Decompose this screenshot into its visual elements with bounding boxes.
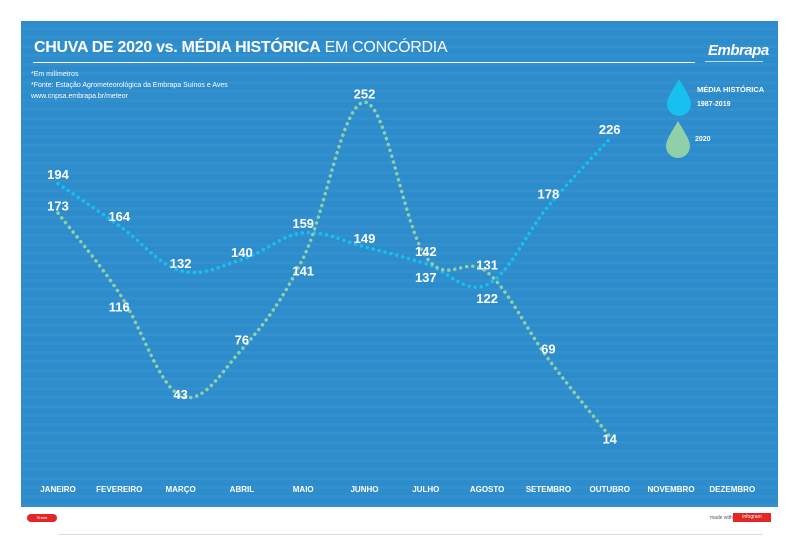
data-label-y2020-9: 14 — [602, 432, 617, 447]
chart-panel: CHUVA DE 2020 vs. MÉDIA HISTÓRICA EM CON… — [21, 21, 778, 507]
data-label-historic-5: 149 — [354, 231, 376, 246]
data-label-historic-9: 226 — [599, 122, 621, 137]
source-url: www.cnpsa.embrapa.br/meteor — [31, 93, 128, 100]
x-tick-label-10: NOVEMBRO — [647, 485, 694, 494]
infogram-badge[interactable]: infogram — [733, 513, 771, 522]
data-label-y2020-2: 43 — [173, 387, 187, 402]
data-label-historic-2: 132 — [170, 256, 192, 271]
x-tick-label-4: MAIO — [293, 485, 314, 494]
data-label-y2020-3: 76 — [235, 333, 249, 348]
unit-note: *Em milímetros — [31, 71, 79, 78]
data-label-y2020-4: 141 — [292, 264, 314, 279]
data-label-historic-4: 159 — [292, 216, 314, 231]
series-line-y2020 — [56, 100, 612, 439]
embrapa-logo: Embrapa — [708, 42, 769, 59]
x-tick-label-2: MARÇO — [165, 485, 195, 494]
data-label-historic-0: 194 — [47, 167, 69, 182]
x-tick-label-11: DEZEMBRO — [709, 485, 755, 494]
x-tick-label-8: SETEMBRO — [526, 485, 571, 494]
x-tick-label-9: OUTUBRO — [589, 485, 629, 494]
x-tick-label-1: FEVEREIRO — [96, 485, 142, 494]
data-label-historic-7: 122 — [476, 291, 498, 306]
series-line-historic — [56, 136, 612, 289]
legend-2020-label: 2020 — [695, 136, 711, 143]
made-with-text: made with — [710, 515, 733, 521]
x-tick-label-6: JULHO — [412, 485, 439, 494]
data-label-y2020-8: 69 — [541, 342, 555, 357]
data-label-historic-1: 164 — [108, 209, 130, 224]
data-label-y2020-0: 173 — [47, 199, 69, 214]
x-axis-labels: JANEIRO FEVEREIRO MARÇO ABRIL MAIO JUNHO JULHO… — [40, 485, 755, 494]
share-badge[interactable]: Share — [27, 514, 57, 522]
data-label-y2020-6: 142 — [415, 244, 437, 259]
title-bold: CHUVA DE 2020 vs. MÉDIA HISTÓRICA — [34, 39, 321, 56]
x-tick-label-0: JANEIRO — [40, 485, 76, 494]
footer-divider — [58, 534, 763, 535]
legend-drop-2020-icon — [666, 121, 690, 158]
title-light: EM CONCÓRDIA — [324, 39, 448, 56]
source-note: *Fonte: Estação Agrometeorológica da Emb… — [31, 82, 228, 89]
data-label-historic-8: 178 — [538, 187, 560, 202]
data-label-y2020-1: 116 — [109, 300, 130, 315]
data-label-y2020-5: 252 — [354, 87, 376, 102]
data-labels-layer: 194 164 132 140 159 149 137 122 178 226 173 116 43 76… — [47, 87, 620, 447]
legend-historic-label: MÉDIA HISTÓRICA — [697, 85, 765, 94]
title-divider — [33, 62, 695, 63]
x-tick-label-7: AGOSTO — [470, 485, 505, 494]
legend-drop-historic-icon — [667, 79, 691, 116]
data-label-historic-6: 137 — [415, 270, 437, 285]
logo-underline — [705, 61, 763, 62]
chart-title: CHUVA DE 2020 vs. MÉDIA HISTÓRICA EM CON… — [34, 39, 448, 57]
legend-historic-years: 1987-2019 — [697, 101, 731, 108]
x-tick-label-3: ABRIL — [230, 485, 255, 494]
x-tick-label-5: JUNHO — [350, 485, 378, 494]
series-layer — [56, 100, 612, 439]
line-chart: 194 164 132 140 159 149 137 122 178 226 173 116 43 76… — [40, 79, 755, 494]
data-label-historic-3: 140 — [231, 245, 253, 260]
data-label-y2020-7: 131 — [476, 258, 498, 273]
